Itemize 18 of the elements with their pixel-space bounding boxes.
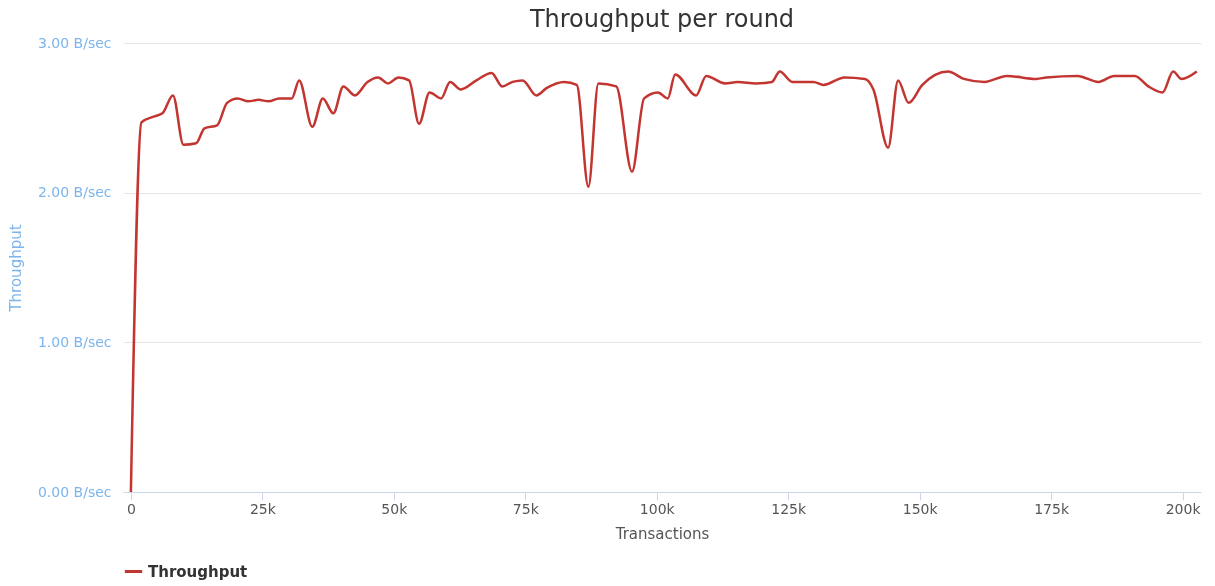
x-tick-label: 125k xyxy=(771,500,807,517)
legend-label: Throughput xyxy=(148,562,248,581)
y-tick-label: 1.00 B/sec xyxy=(37,333,112,350)
chart-title: Throughput per round xyxy=(528,5,795,33)
x-tick-label: 25k xyxy=(249,500,277,517)
y-tick-label: 3.00 B/sec xyxy=(37,34,112,51)
y-axis-title: Throughput xyxy=(6,224,25,313)
x-tick-label: 100k xyxy=(639,500,676,517)
x-tick-label: 175k xyxy=(1034,500,1070,517)
x-tick-label: 200k xyxy=(1165,500,1202,517)
x-axis-title: Transactions xyxy=(614,524,710,543)
line-series xyxy=(129,70,1199,494)
y-tick-label: 0.00 B/sec xyxy=(37,483,112,500)
x-tick-label: 50k xyxy=(381,500,409,517)
y-tick-label: 2.00 B/sec xyxy=(37,184,112,201)
x-tick-label: 0 xyxy=(126,500,136,517)
x-tick-label: 75k xyxy=(512,500,540,517)
x-tick-label: 150k xyxy=(902,500,939,517)
